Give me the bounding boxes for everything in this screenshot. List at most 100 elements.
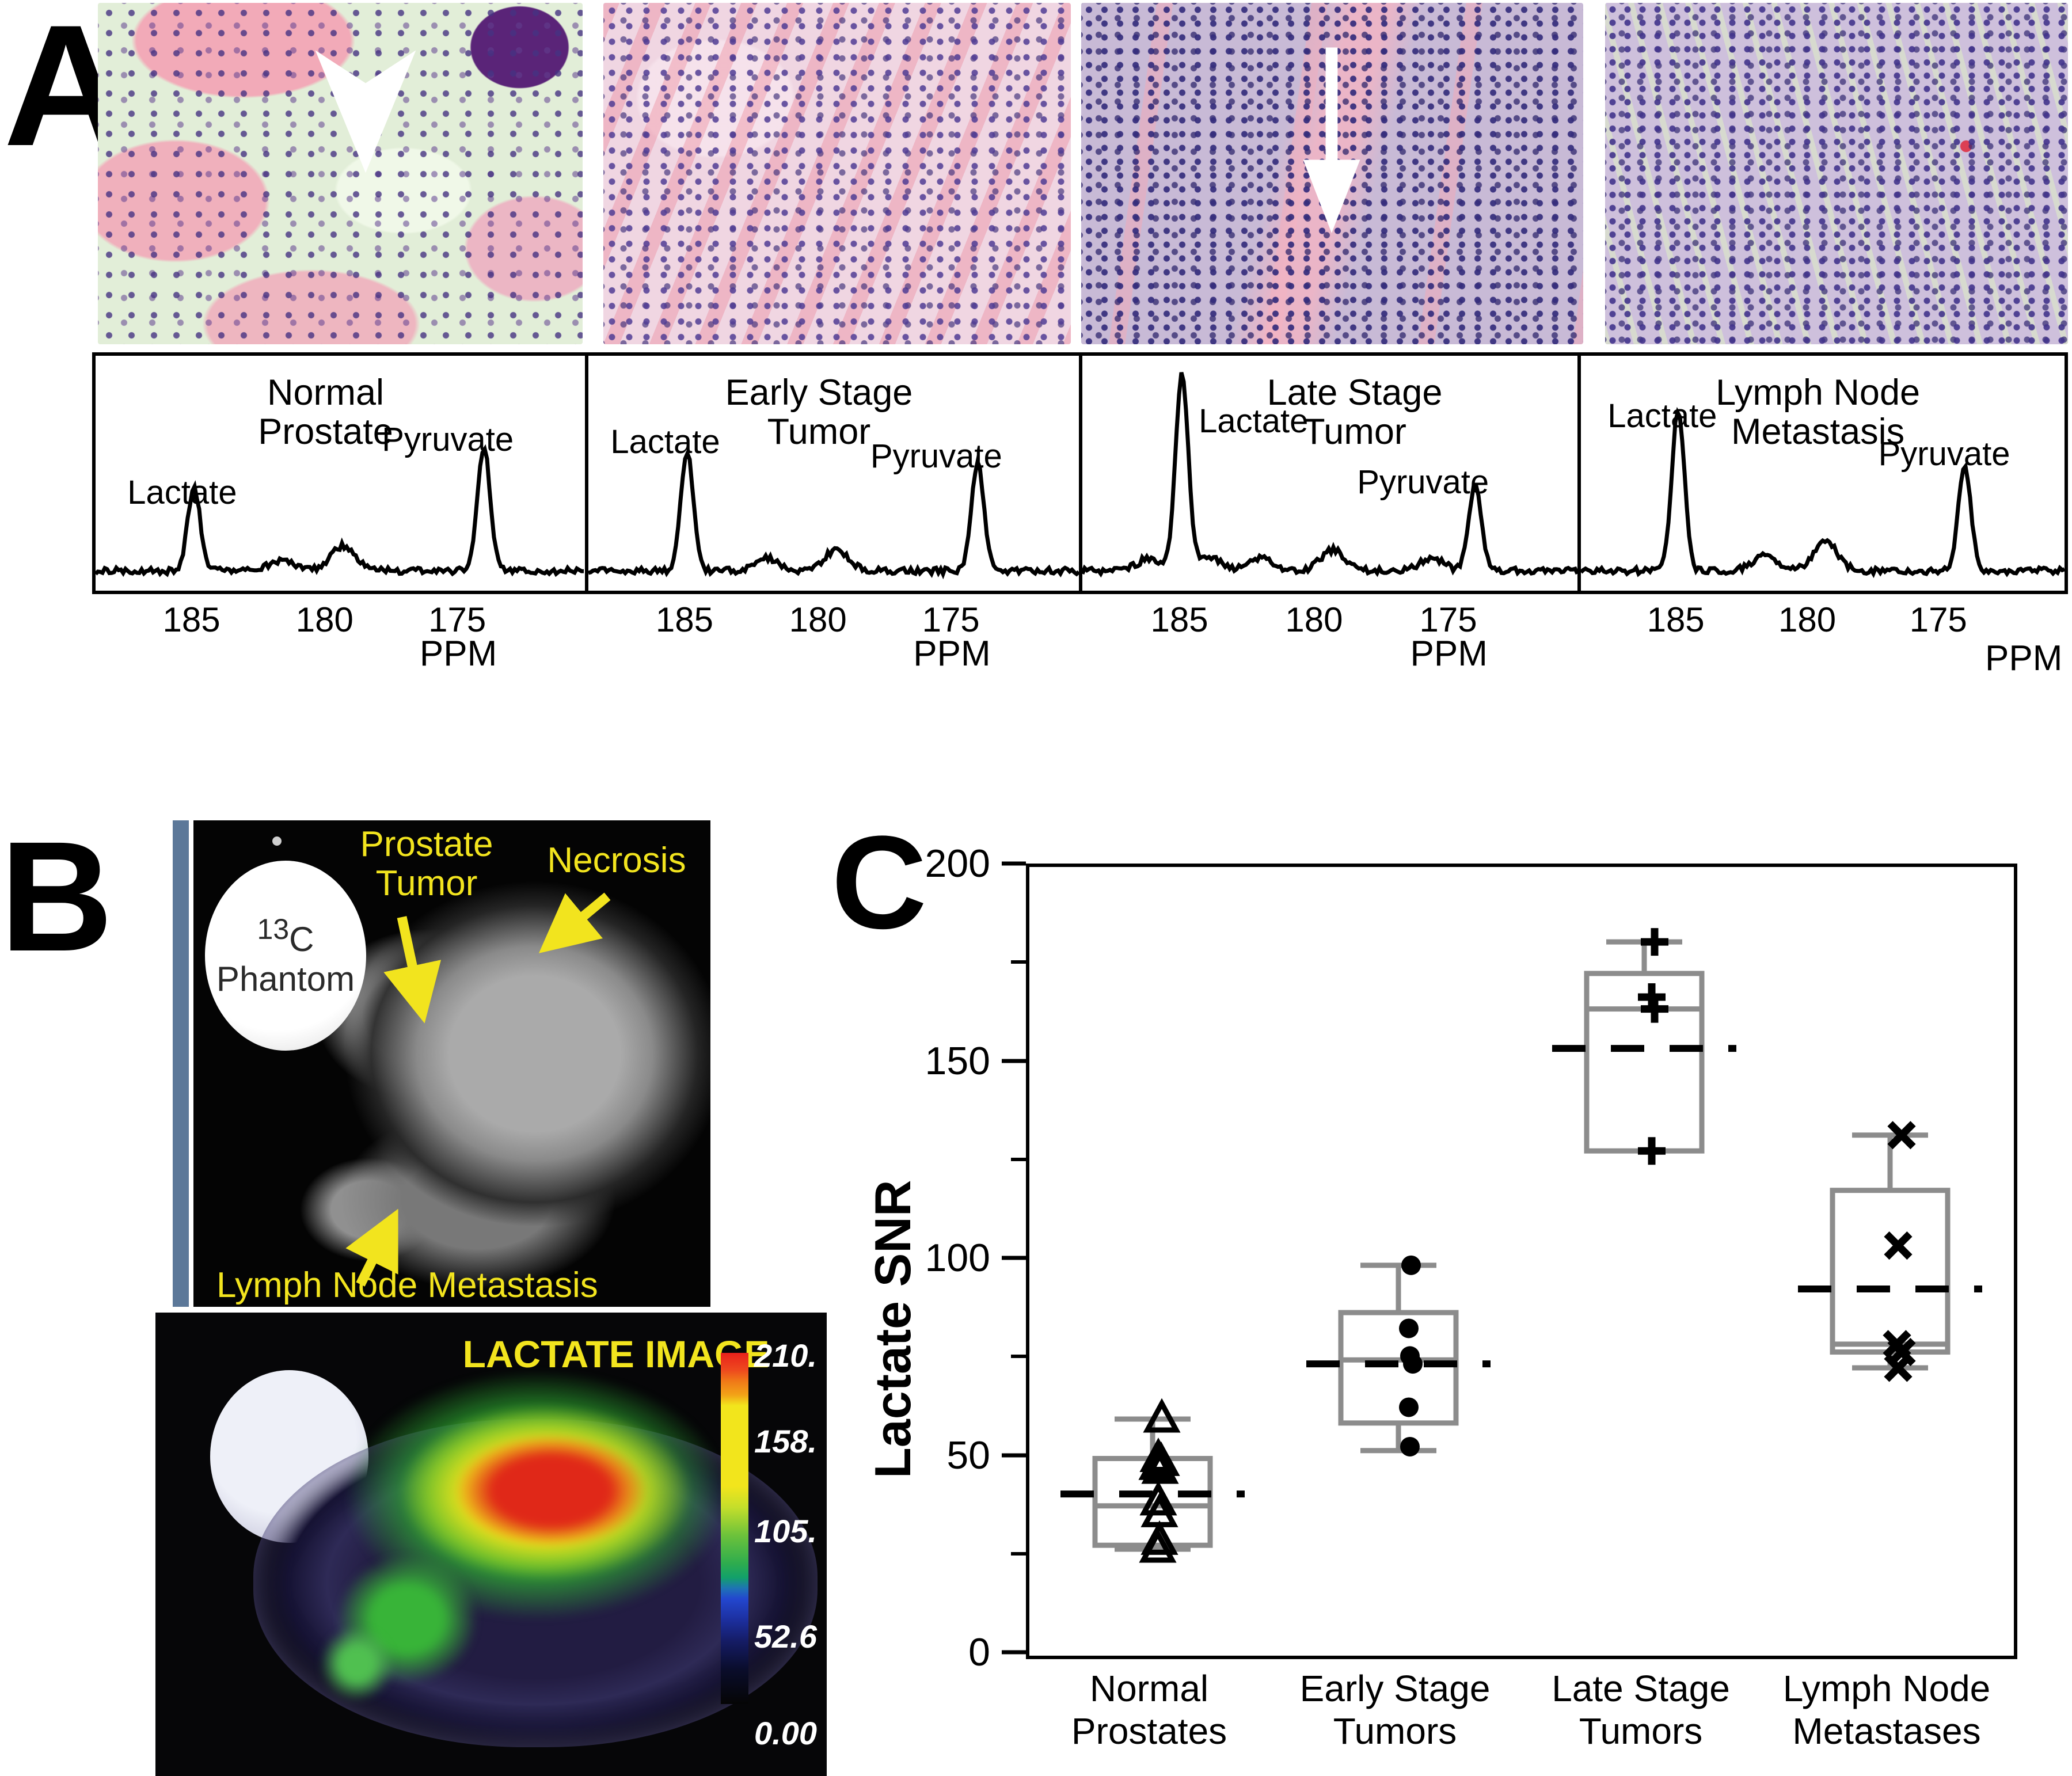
y-axis-minor-tick	[1011, 960, 1026, 964]
prostate-tumor-arrow-icon	[383, 916, 442, 1024]
y-axis-minor-tick	[1011, 1551, 1026, 1556]
y-tick-label: 50	[946, 1433, 990, 1477]
arrowhead-down-icon	[315, 50, 416, 173]
y-axis-major-tick	[1002, 1256, 1026, 1260]
ppm-tick-label: 180	[1778, 600, 1837, 639]
spectrum-title-line1: Normal	[267, 372, 385, 413]
data-point-circle	[1400, 1436, 1420, 1456]
data-point-circle	[1399, 1318, 1419, 1338]
ppm-tick-label: 175	[1909, 600, 1967, 639]
late-stage-tumor-histology-image	[1081, 3, 1583, 344]
color-scale-value: 158.	[754, 1423, 817, 1460]
panel-c-label: C	[831, 808, 927, 956]
lymph-node-metastasis-histology-image	[1605, 3, 2068, 344]
ppm-tick-label: 185	[1647, 600, 1705, 639]
data-point-x	[1887, 1121, 1916, 1150]
normal-prostate-histology-image	[98, 3, 583, 344]
lymph-node-arrow-icon	[345, 1208, 398, 1287]
ppm-axis-label: PPM	[913, 634, 991, 674]
data-point-circle	[1403, 1354, 1423, 1374]
boxplot-plot-area	[1026, 864, 2017, 1659]
data-point-x	[1884, 1353, 1913, 1382]
box	[1830, 1188, 1951, 1355]
t2-mri-image: 13C Phantom Prostate Tumor Necrosis Lymp…	[193, 820, 710, 1307]
spectrum-title: Early Stage Tumor	[573, 373, 1064, 451]
arrow-down-icon	[1303, 47, 1360, 233]
data-point-plus	[1638, 1137, 1666, 1165]
lactate-peak-label: Lactate	[1199, 402, 1309, 440]
color-scale-value: 105.	[754, 1513, 817, 1549]
ppm-tick-label: 185	[1150, 600, 1208, 639]
necrosis-label: Necrosis	[547, 841, 686, 880]
mri-side-bar	[173, 820, 189, 1307]
category-label: Early Stage Tumors	[1300, 1667, 1491, 1752]
spectrum-title-line2: Prostate	[258, 412, 393, 452]
y-axis-major-tick	[1002, 1453, 1026, 1457]
category-label-line1: Early Stage	[1299, 1668, 1491, 1709]
ppm-axis-label: PPM	[1985, 638, 2063, 678]
spectrum-title: Lymph Node Metastasis	[1576, 373, 2060, 451]
ppm-tick-label: 180	[1285, 600, 1343, 639]
mri-annotation-arrows	[345, 892, 611, 1287]
data-point-circle	[1399, 1397, 1419, 1417]
category-label-line1: Lymph Node	[1782, 1668, 1991, 1709]
lactate-peak-label: Lactate	[127, 474, 237, 511]
spectrum-panel-4: Lymph Node Metastasis Lactate Pyruvate	[1577, 352, 2068, 594]
pyruvate-peak-label: Pyruvate	[1878, 435, 2010, 473]
y-axis-major-tick	[1002, 1059, 1026, 1063]
spectrum-title-line1: Late Stage	[1267, 372, 1443, 413]
y-tick-label: 0	[968, 1630, 990, 1674]
data-point-circle	[1401, 1255, 1421, 1275]
category-label-line2: Tumors	[1333, 1710, 1457, 1752]
ppm-tick-label: 175	[922, 600, 980, 639]
lymph-node-metastasis-label: Lymph Node Metastasis	[216, 1265, 598, 1305]
heatmap-green-tail	[320, 1626, 394, 1701]
category-label: Lymph Node Metastases	[1783, 1667, 1991, 1752]
data-point-plus	[1641, 928, 1668, 956]
y-tick-label: 200	[925, 842, 990, 885]
ppm-tick-label: 175	[1419, 600, 1477, 639]
category-label-line1: Late Stage	[1552, 1668, 1730, 1709]
heatmap-red-core	[455, 1435, 648, 1547]
color-scale-value: 52.6	[754, 1618, 817, 1655]
phantom-word-label: Phantom	[216, 960, 355, 998]
spectrum-title: Normal Prostate	[81, 373, 571, 451]
category-label-line2: Metastases	[1792, 1710, 1981, 1752]
mri-speck	[272, 836, 282, 846]
ppm-tick-label: 175	[428, 600, 486, 639]
spectrum-title-line1: Early Stage	[725, 372, 913, 413]
data-point-x	[1884, 1231, 1913, 1260]
category-label-line2: Prostates	[1071, 1710, 1227, 1752]
spectrum-title: Late Stage Tumor	[1107, 373, 1602, 451]
spectrum-panel-1: Normal Prostate Lactate Pyruvate	[92, 352, 588, 594]
y-axis-major-tick	[1002, 861, 1026, 866]
category-label: Normal Prostates	[1071, 1667, 1227, 1752]
lactate-peak-label: Lactate	[1607, 397, 1717, 435]
data-point-triangle	[1141, 1449, 1179, 1484]
category-label-line2: Tumors	[1579, 1710, 1703, 1752]
data-point-plus	[1641, 995, 1668, 1023]
color-scale-value: 210.	[754, 1337, 817, 1374]
category-label-line1: Normal	[1089, 1668, 1209, 1709]
ppm-axis-label: PPM	[419, 634, 497, 674]
spectrum-trace	[588, 448, 1079, 580]
ppm-tick-label: 185	[162, 600, 220, 639]
boxplot-canvas	[1060, 928, 1982, 1563]
lactate-peak-label: Lactate	[610, 423, 720, 461]
y-tick-label: 100	[925, 1236, 990, 1280]
c13-phantom-circle: 13C Phantom	[205, 861, 366, 1051]
category-label: Late Stage Tumors	[1552, 1667, 1730, 1752]
necrosis-arrow-icon	[538, 892, 611, 953]
data-point-triangle	[1139, 1481, 1177, 1516]
ppm-axis-label: PPM	[1410, 634, 1488, 674]
spectrum-trace	[1581, 406, 2065, 579]
data-point-triangle	[1139, 1528, 1177, 1563]
spectrum-trace	[96, 444, 584, 577]
spectrum-panel-2: Early Stage Tumor Lactate Pyruvate	[585, 352, 1082, 594]
data-point-triangle	[1143, 1398, 1181, 1433]
y-tick-label: 150	[925, 1039, 990, 1083]
spectrum-title-line2: Tumor	[767, 412, 871, 452]
y-axis-major-tick	[1002, 1650, 1026, 1655]
pyruvate-peak-label: Pyruvate	[382, 421, 514, 459]
phantom-isotope-label: 13C	[257, 913, 314, 959]
